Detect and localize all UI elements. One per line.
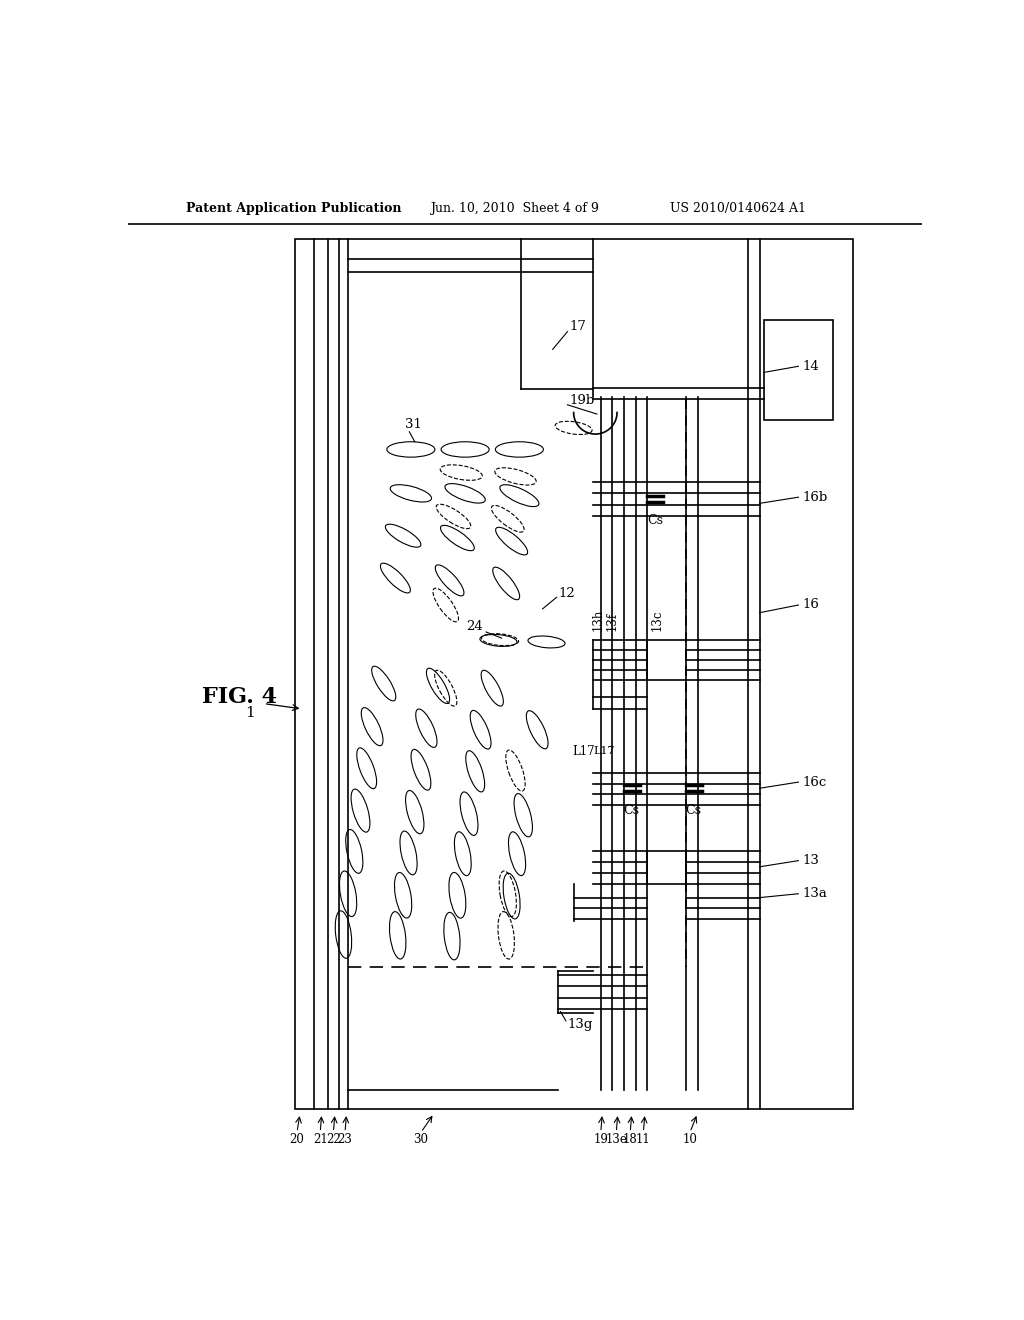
Text: 19b: 19b	[569, 395, 595, 408]
Bar	[764, 321, 834, 420]
Text: 19: 19	[593, 1134, 608, 1146]
Text: 21: 21	[312, 1134, 328, 1146]
Text: 23: 23	[338, 1134, 352, 1146]
Text: 13g: 13g	[567, 1018, 593, 1031]
Text: 24: 24	[466, 620, 483, 634]
Text: 10: 10	[682, 1134, 697, 1146]
Text: 13: 13	[802, 854, 819, 867]
Text: 13e: 13e	[605, 1134, 627, 1146]
Text: 16c: 16c	[802, 776, 826, 788]
Text: 16: 16	[802, 598, 819, 611]
Text: Jun. 10, 2010  Sheet 4 of 9: Jun. 10, 2010 Sheet 4 of 9	[430, 202, 599, 215]
Bar	[295, 239, 853, 1109]
Text: Cs: Cs	[647, 515, 663, 527]
Text: 16b: 16b	[802, 491, 827, 504]
Text: 18: 18	[623, 1134, 638, 1146]
Text: US 2010/0140624 A1: US 2010/0140624 A1	[671, 202, 807, 215]
Text: Cs: Cs	[686, 804, 701, 817]
Text: 13c: 13c	[651, 610, 665, 631]
Text: 1: 1	[246, 706, 255, 719]
Text: 11: 11	[636, 1134, 650, 1146]
Text: 31: 31	[406, 417, 422, 430]
Text: 22: 22	[326, 1134, 341, 1146]
Text: 17: 17	[569, 319, 587, 333]
Text: 13h: 13h	[592, 609, 604, 631]
Text: Patent Application Publication: Patent Application Publication	[186, 202, 401, 215]
Text: Cs: Cs	[624, 804, 640, 817]
Text: 13a: 13a	[802, 887, 827, 900]
Text: 12: 12	[558, 587, 574, 601]
Text: 13f: 13f	[605, 612, 618, 631]
Text: FIG. 4: FIG. 4	[202, 686, 276, 709]
Text: 30: 30	[414, 1134, 428, 1146]
Text: 14: 14	[802, 360, 819, 372]
Text: L17: L17	[572, 744, 595, 758]
Text: L17: L17	[594, 746, 615, 756]
Text: 20: 20	[290, 1134, 304, 1146]
